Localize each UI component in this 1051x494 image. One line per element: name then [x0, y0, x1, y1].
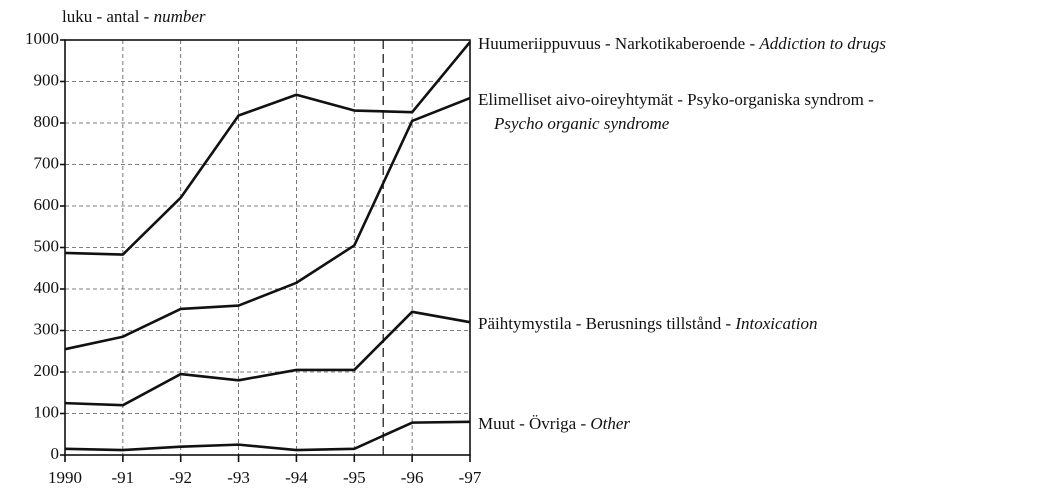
y-axis-label: luku - antal - number [62, 7, 206, 26]
y-tick-label: 100 [34, 402, 60, 421]
series-line [64, 420, 471, 452]
series-label: Muut - Övriga - Other [478, 414, 630, 433]
x-tick-label: -93 [227, 468, 250, 487]
x-tick-label: -95 [343, 468, 366, 487]
series-label: Elimelliset aivo-oireyhtymät - Psyko-org… [478, 90, 874, 133]
y-tick-label: 600 [34, 195, 60, 214]
series-line [64, 96, 471, 351]
y-tick-label: 200 [34, 361, 60, 380]
y-tick-label: 700 [34, 153, 60, 172]
y-tick-label: 1000 [25, 29, 59, 48]
series-label: Huumeriippuvuus - Narkotikaberoende - Ad… [478, 34, 886, 53]
series-line [64, 41, 472, 256]
y-tick-label: 500 [34, 236, 60, 255]
series-label: Päihtymystila - Berusnings tillstånd - I… [478, 314, 818, 333]
series-name: Elimelliset aivo-oireyhtymät - Psyko-org… [478, 90, 874, 109]
series-name: Huumeriippuvuus - Narkotikaberoende - [478, 34, 755, 53]
y-tick-label: 0 [51, 444, 60, 463]
series-line [64, 310, 471, 407]
series-name: Muut - Övriga - [478, 414, 586, 433]
x-tick-label: -97 [459, 468, 482, 487]
series-name-en: Other [590, 414, 630, 433]
series-name-en: Psycho organic syndrome [493, 114, 670, 133]
x-tick-label: -94 [285, 468, 308, 487]
x-tick-label: -96 [401, 468, 424, 487]
series-name-en: Intoxication [734, 314, 817, 333]
y-tick-label: 400 [34, 278, 60, 297]
x-tick-label: -92 [169, 468, 192, 487]
y-axis-label-text: luku - antal - [62, 7, 150, 26]
x-tick-label: 1990 [48, 468, 82, 487]
y-tick-label: 800 [34, 112, 60, 131]
series-name-en: Addiction to drugs [758, 34, 886, 53]
y-tick-label: 300 [34, 319, 60, 338]
series-name: Päihtymystila - Berusnings tillstånd - [478, 314, 731, 333]
x-tick-label: -91 [112, 468, 135, 487]
y-axis-label-en: number [154, 7, 206, 26]
y-tick-label: 900 [34, 70, 60, 89]
plot-frame [64, 39, 471, 456]
